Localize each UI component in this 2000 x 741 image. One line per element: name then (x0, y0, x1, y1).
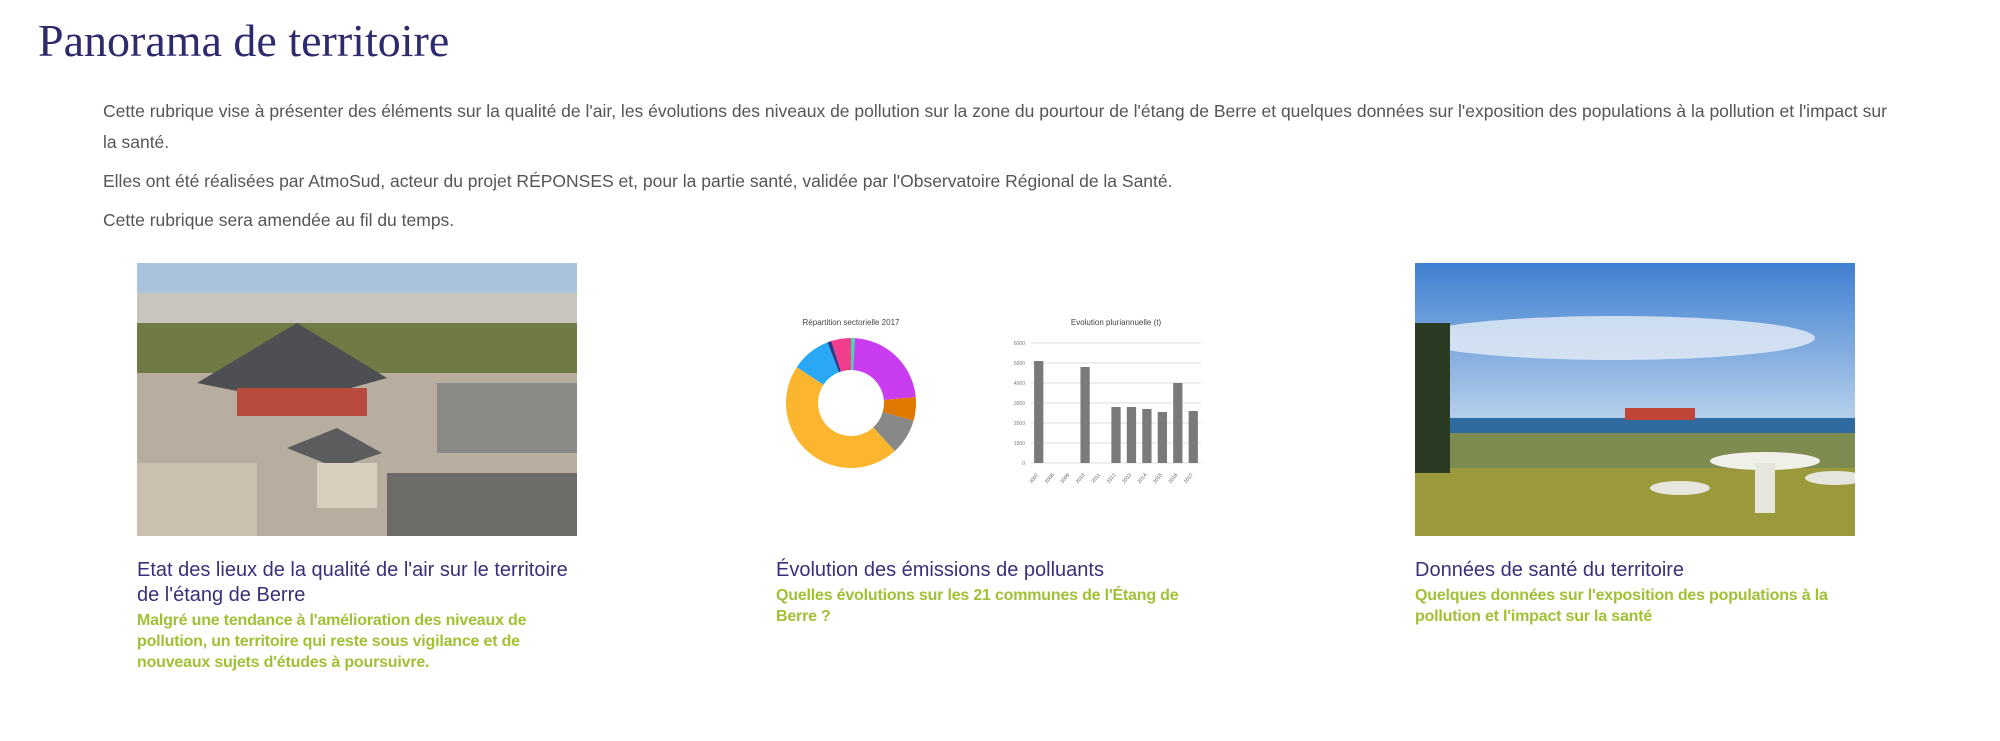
x-tick-label: 2008 (1044, 472, 1056, 485)
bar (1080, 367, 1090, 463)
intro-paragraph: Cette rubrique sera amendée au fil du te… (103, 210, 455, 230)
card-air-quality[interactable]: Etat des lieux de la qualité de l'air su… (137, 263, 577, 673)
seaside-photo[interactable] (1415, 263, 1855, 536)
aerial-building-photo[interactable] (137, 263, 577, 536)
y-tick-label: 0 (1022, 461, 1025, 467)
card-title[interactable]: Données de santé du territoire (1415, 559, 1685, 581)
y-tick-label: 1000 (1014, 441, 1025, 447)
y-tick-label: 4000 (1014, 381, 1025, 387)
x-tick-label: 2014 (1137, 472, 1149, 485)
bar (1142, 409, 1152, 463)
x-tick-label: 2010 (1075, 472, 1087, 485)
intro-paragraph: Elles ont été réalisées par AtmoSud, act… (103, 171, 1173, 191)
emissions-charts-thumbnail[interactable]: Répartition sectorielle 2017 Evolution pl… (776, 263, 1216, 536)
x-tick-label: 2015 (1152, 472, 1164, 485)
card-emissions[interactable]: Répartition sectorielle 2017 Evolution pl… (776, 263, 1216, 627)
bar (1126, 407, 1137, 463)
card-subtitle: Quelques données sur l'exposition des po… (1415, 587, 1828, 625)
x-tick-label: 2009 (1059, 472, 1071, 485)
card-subtitle: Malgré une tendance à l'amélioration des… (137, 612, 527, 671)
pie-slice (873, 412, 914, 452)
pie-slice (831, 338, 851, 372)
card-title[interactable]: Etat des lieux de la qualité de l'air su… (137, 559, 568, 606)
pie-slice (853, 338, 916, 400)
bar (1034, 361, 1044, 463)
card-title[interactable]: Évolution des émissions de polluants (776, 559, 1104, 581)
bar (1111, 407, 1121, 463)
bar (1157, 412, 1167, 463)
x-tick-label: 2013 (1121, 472, 1133, 485)
page-title: Panorama de territoire (38, 15, 450, 66)
pie-slice (786, 367, 895, 469)
x-tick-label: 2016 (1168, 472, 1180, 485)
pie-slice (851, 338, 856, 371)
card-subtitle: Quelles évolutions sur les 21 communes d… (776, 587, 1179, 625)
x-tick-label: 2011 (1091, 472, 1103, 484)
pie-slice (882, 397, 916, 421)
bar (1188, 411, 1198, 463)
pie-title: Répartition sectorielle 2017 (803, 318, 900, 327)
intro-text: Cette rubrique vise à présenter des élém… (103, 96, 1903, 244)
bar (1173, 383, 1183, 463)
y-tick-label: 2000 (1014, 421, 1025, 427)
pie-slice (827, 341, 841, 373)
y-tick-label: 5000 (1014, 361, 1025, 367)
y-tick-label: 6000 (1014, 341, 1025, 347)
pie-slice (796, 342, 840, 385)
card-health[interactable]: Données de santé du territoire Quelques … (1415, 263, 1855, 627)
x-tick-label: 2017 (1183, 472, 1195, 485)
x-tick-label: 2012 (1106, 472, 1118, 485)
intro-paragraph: Cette rubrique vise à présenter des élém… (103, 101, 1887, 152)
y-tick-label: 3000 (1014, 401, 1025, 407)
bar-title: Evolution pluriannuelle (t) (1071, 318, 1162, 327)
x-tick-label: 2007 (1029, 472, 1041, 485)
